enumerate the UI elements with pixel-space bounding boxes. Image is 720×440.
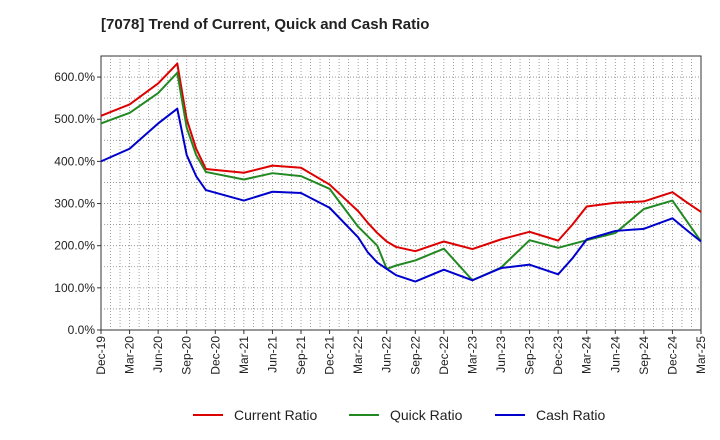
x-tick-label: Sep-23 bbox=[523, 336, 537, 375]
y-tick-label: 100.0% bbox=[54, 281, 95, 295]
x-tick-label: Dec-22 bbox=[437, 336, 451, 375]
x-tick-label: Mar-20 bbox=[123, 336, 137, 374]
x-tick-label: Mar-24 bbox=[580, 336, 594, 374]
x-tick-label: Mar-22 bbox=[351, 336, 365, 374]
chart-title: [7078] Trend of Current, Quick and Cash … bbox=[101, 16, 429, 33]
x-tick-label: Jun-24 bbox=[608, 336, 622, 373]
y-tick-label: 600.0% bbox=[54, 70, 95, 84]
legend-label: Quick Ratio bbox=[390, 407, 463, 423]
x-tick-label: Sep-20 bbox=[180, 336, 194, 375]
y-axis: 0.0% 100.0% 200.0% 300.0% 400.0% 500.0% 600.0% bbox=[54, 70, 101, 337]
y-tick-label: 300.0% bbox=[54, 197, 95, 211]
series-lines bbox=[100, 62, 702, 283]
x-tick-label: Dec-24 bbox=[665, 336, 679, 375]
series-line-cash-ratio bbox=[100, 107, 702, 283]
y-tick-label: 400.0% bbox=[54, 154, 95, 168]
legend-label: Cash Ratio bbox=[536, 407, 605, 423]
x-tick-label: Sep-22 bbox=[408, 336, 422, 375]
x-tick-label: Sep-21 bbox=[294, 336, 308, 375]
x-tick-label: Jun-23 bbox=[494, 336, 508, 373]
x-tick-label: Mar-21 bbox=[237, 336, 251, 374]
x-tick-label: Dec-20 bbox=[208, 336, 222, 375]
grid-lines bbox=[101, 56, 701, 330]
x-tick-label: Jun-22 bbox=[380, 336, 394, 373]
y-tick-label: 500.0% bbox=[54, 112, 95, 126]
series-line-quick-ratio bbox=[100, 71, 702, 282]
x-tick-label: Sep-24 bbox=[637, 336, 651, 375]
y-tick-label: 200.0% bbox=[54, 239, 95, 253]
x-axis: Dec-19 Mar-20 Jun-20 Sep-20 Dec-20 Mar-21 Jun-… bbox=[94, 330, 708, 375]
x-tick-label: Mar-23 bbox=[465, 336, 479, 374]
y-tick-label: 0.0% bbox=[68, 323, 96, 337]
legend-label: Current Ratio bbox=[234, 407, 317, 423]
legend: Current Ratio Quick Ratio Cash Ratio bbox=[193, 407, 605, 423]
series-line-current-ratio bbox=[100, 62, 702, 253]
x-tick-label: Mar-25 bbox=[694, 336, 708, 374]
x-tick-label: Dec-19 bbox=[94, 336, 108, 375]
x-tick-label: Jun-20 bbox=[151, 336, 165, 373]
plot-area bbox=[100, 55, 702, 331]
x-tick-label: Dec-23 bbox=[551, 336, 565, 375]
x-tick-label: Jun-21 bbox=[265, 336, 279, 373]
x-tick-label: Dec-21 bbox=[323, 336, 337, 375]
